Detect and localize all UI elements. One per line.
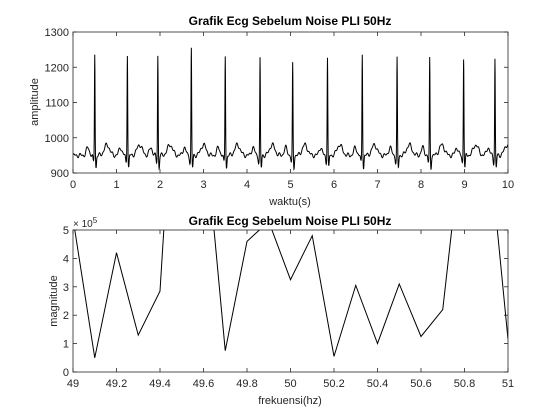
x-tick-label: 1 (113, 179, 119, 191)
y-tick-label: 1300 (45, 27, 69, 39)
x-tick-label: 49.2 (106, 378, 127, 390)
y-tick-label: 5 (63, 225, 69, 237)
y-tick-label: 1100 (45, 98, 69, 110)
y-tick-label: 2 (63, 310, 69, 322)
axes-box (72, 229, 509, 373)
x-tick-label: 0 (70, 179, 76, 191)
y-tick-label: 3 (63, 282, 69, 294)
x-axis-label: waktu(s) (268, 196, 311, 208)
x-tick-label: 50 (284, 378, 296, 390)
exponent-power: 5 (93, 216, 98, 225)
x-ticks: 49 49.2 49.4 49.6 49.8 50 50.2 50.4 50.6 50.8 51 (67, 230, 514, 390)
x-tick-label: 50.2 (323, 378, 344, 390)
x-tick-label: 50.6 (410, 378, 431, 390)
x-tick-label: 10 (502, 179, 514, 191)
plot-area (73, 32, 508, 173)
x-axis-label: frekuensi(hz) (258, 395, 322, 407)
x-tick-label: 49 (67, 378, 79, 390)
exponent-base: × 10 (73, 219, 93, 230)
axes-box (72, 31, 509, 174)
x-tick-label: 6 (331, 179, 337, 191)
y-axis-label: amplitude (29, 78, 41, 126)
y-tick-label: 900 (51, 168, 69, 180)
y-tick-label: 4 (63, 253, 69, 265)
x-tick-label: 8 (418, 179, 424, 191)
y-tick-label: 1000 (45, 133, 69, 145)
x-tick-label: 7 (374, 179, 380, 191)
chart-title: Grafik Ecg Sebelum Noise PLI 50Hz (189, 14, 392, 28)
y-tick-label: 1200 (45, 62, 69, 74)
x-tick-label: 50.4 (367, 378, 388, 390)
x-tick-label: 3 (200, 179, 206, 191)
ecg-spectrum-chart: Grafik Ecg Sebelum Noise PLI 50Hz × 105 … (48, 214, 514, 407)
y-axis-label: magnitude (48, 275, 60, 326)
series-line-ecg-signal (73, 47, 508, 171)
ecg-time-chart: Grafik Ecg Sebelum Noise PLI 50Hz 0 1 2 3 4 5… (29, 14, 514, 208)
x-tick-label: 9 (461, 179, 467, 191)
x-tick-label: 5 (287, 179, 293, 191)
x-tick-label: 51 (502, 378, 514, 390)
y-tick-label: 1 (63, 339, 69, 351)
x-tick-label: 49.6 (193, 378, 214, 390)
y-tick-label: 0 (63, 367, 69, 379)
y-exponent-label: × 105 (73, 216, 98, 230)
plot-area (73, 230, 508, 372)
series-line-magnitude (74, 230, 508, 358)
chart-title: Grafik Ecg Sebelum Noise PLI 50Hz (189, 214, 392, 228)
x-tick-label: 49.4 (149, 378, 170, 390)
y-ticks: 900 1000 1100 1200 1300 (45, 27, 508, 180)
x-tick-label: 2 (157, 179, 163, 191)
x-tick-label: 50.8 (454, 378, 475, 390)
x-tick-label: 49.8 (236, 378, 257, 390)
x-tick-label: 4 (244, 179, 250, 191)
x-ticks: 0 1 2 3 4 5 6 7 8 9 10 (70, 32, 514, 191)
